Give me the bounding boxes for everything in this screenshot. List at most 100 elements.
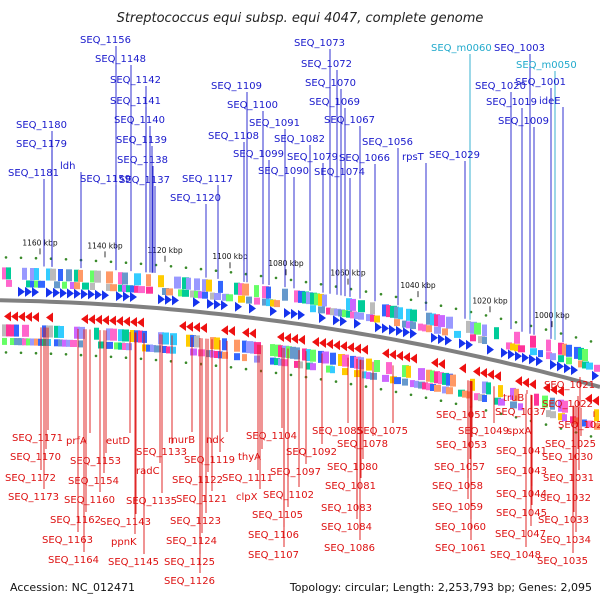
gene-label: SEQ_m0060 bbox=[431, 43, 492, 54]
gene-label: SEQ_1053 bbox=[436, 440, 487, 451]
outer-tick-dot bbox=[94, 259, 98, 263]
inner-tick-dot bbox=[409, 393, 413, 397]
reverse-gene-arrow bbox=[333, 340, 340, 351]
feature-block bbox=[562, 343, 567, 356]
gene-label: SEQ_1001 bbox=[515, 77, 566, 88]
forward-gene-arrow bbox=[102, 290, 109, 301]
feature-block bbox=[210, 337, 216, 350]
feature-block bbox=[470, 321, 477, 334]
outer-tick-dot bbox=[379, 292, 383, 296]
feature-block bbox=[118, 284, 123, 292]
feature-block bbox=[58, 339, 63, 347]
feature-block bbox=[386, 362, 392, 375]
feature-block bbox=[482, 395, 487, 402]
forward-gene-arrow bbox=[550, 359, 557, 370]
feature-block bbox=[242, 354, 247, 362]
feature-block bbox=[242, 283, 249, 296]
gene-label: SEQ_1111 bbox=[222, 473, 273, 484]
feature-block bbox=[450, 374, 456, 387]
gene-label: SEQ_1037 bbox=[495, 407, 546, 418]
forward-gene-arrow bbox=[284, 308, 291, 318]
feature-block bbox=[442, 328, 448, 336]
outer-tick-dot bbox=[364, 290, 368, 293]
forward-gene-arrow bbox=[193, 297, 200, 308]
feature-block bbox=[310, 305, 316, 313]
gene-label: SEQ_1156 bbox=[80, 35, 131, 46]
gene-label: SEQ_1160 bbox=[64, 495, 115, 506]
feature-block bbox=[58, 326, 64, 338]
gene-label: SEQ_1086 bbox=[324, 543, 375, 554]
gene-label: SEQ_1056 bbox=[362, 137, 413, 148]
reverse-gene-arrow bbox=[347, 342, 354, 353]
gene-label: SEQ_1108 bbox=[208, 131, 259, 142]
feature-block bbox=[306, 362, 313, 370]
feature-block bbox=[282, 359, 288, 367]
feature-block bbox=[6, 279, 12, 287]
gene-label: SEQ_1181 bbox=[8, 168, 59, 179]
reverse-gene-arrow bbox=[312, 337, 319, 347]
gene-label: SEQ_1025 bbox=[545, 439, 596, 450]
feature-block bbox=[130, 330, 135, 342]
feature-block bbox=[14, 338, 21, 346]
feature-block bbox=[74, 269, 79, 282]
feature-block bbox=[418, 323, 423, 331]
outer-tick-dot bbox=[319, 283, 323, 286]
kbp-tick-label: 1060 kbp bbox=[330, 269, 366, 278]
forward-gene-arrow bbox=[221, 300, 228, 311]
outer-tick-dot bbox=[184, 266, 188, 270]
gene-labels: SEQ_1156 SEQ_1148 SEQ_1142 SEQ_1141 SEQ_1140… bbox=[5, 35, 600, 587]
label-leader-lines bbox=[40, 46, 595, 573]
feature-block bbox=[386, 305, 391, 318]
feature-block bbox=[214, 337, 220, 350]
gene-label: SEQ_1106 bbox=[248, 530, 299, 541]
feature-block bbox=[342, 310, 348, 318]
reverse-gene-arrow bbox=[431, 357, 438, 368]
feature-block bbox=[278, 345, 283, 358]
feature-block bbox=[530, 348, 537, 356]
forward-gene-arrow bbox=[60, 288, 67, 299]
feature-block bbox=[498, 398, 505, 406]
outer-tick-dot bbox=[289, 278, 293, 282]
gene-label: SEQ_1162 bbox=[50, 515, 101, 526]
forward-gene-arrow bbox=[557, 361, 564, 372]
feature-block bbox=[306, 349, 311, 362]
feature-block bbox=[586, 420, 593, 428]
reverse-gene-arrow bbox=[326, 339, 333, 350]
genome-backbone bbox=[0, 298, 600, 389]
inner-tick-dot bbox=[19, 351, 23, 355]
reverse-gene-arrow bbox=[46, 312, 53, 323]
feature-block bbox=[546, 410, 551, 418]
gene-label: radC bbox=[136, 466, 160, 477]
feature-block bbox=[34, 268, 39, 281]
feature-block bbox=[582, 361, 589, 369]
forward-gene-arrow bbox=[46, 287, 53, 298]
outer-tick-dot bbox=[199, 267, 203, 271]
reverse-gene-arrow bbox=[298, 334, 305, 345]
inner-tick-dot bbox=[379, 387, 383, 391]
gene-label: ldh bbox=[60, 161, 75, 172]
feature-block bbox=[2, 337, 7, 345]
feature-block bbox=[430, 313, 436, 326]
feature-block bbox=[302, 348, 307, 361]
feature-block bbox=[198, 291, 205, 299]
feature-block bbox=[518, 403, 523, 411]
feature-block bbox=[410, 309, 417, 322]
forward-gene-arrow bbox=[270, 306, 277, 317]
outer-tick-dot bbox=[439, 304, 443, 308]
feature-block bbox=[330, 308, 337, 316]
forward-gene-arrow bbox=[130, 292, 137, 302]
inner-tick-dot bbox=[274, 371, 278, 375]
feature-block bbox=[110, 284, 117, 292]
feature-block bbox=[382, 304, 389, 317]
feature-block bbox=[550, 397, 555, 410]
feature-block bbox=[446, 387, 453, 395]
gene-label: SEQ_1097 bbox=[270, 467, 321, 478]
feature-block bbox=[558, 342, 564, 355]
outer-tick-dot bbox=[4, 256, 8, 259]
feature-block bbox=[406, 365, 411, 378]
reverse-gene-arrow bbox=[438, 359, 445, 370]
reverse-gene-arrow bbox=[137, 317, 144, 328]
feature-block bbox=[94, 270, 101, 283]
gene-label: SEQ_1067 bbox=[324, 115, 375, 126]
inner-tick-dot bbox=[514, 416, 518, 419]
